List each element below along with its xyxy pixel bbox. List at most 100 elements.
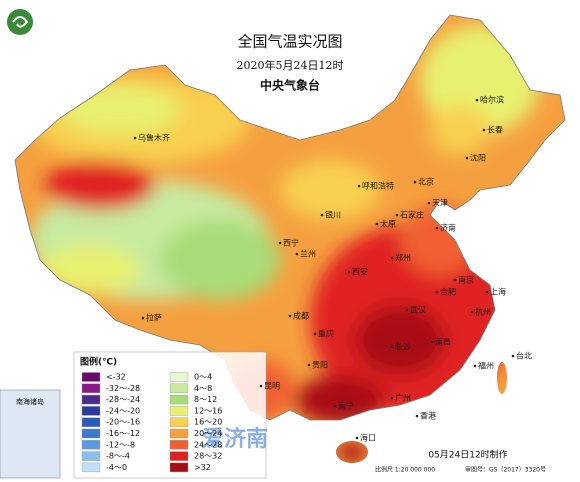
city-dot [430, 340, 434, 344]
legend-title: 图例(℃) [80, 356, 117, 368]
city-label: 北京 [418, 177, 434, 187]
issuer: 中央气象台 [260, 78, 320, 93]
city-label: 乌鲁木齐 [138, 133, 170, 143]
city-dot [435, 226, 439, 230]
city-dot [482, 128, 486, 132]
city-label: 呼和浩特 [362, 181, 394, 191]
city-label: 天津 [432, 198, 448, 208]
city-label: 西宁 [283, 238, 299, 248]
city-label: 拉萨 [146, 313, 162, 323]
city-dot [295, 252, 299, 256]
city-dot [435, 290, 439, 294]
legend-swatch [169, 372, 189, 382]
legend-swatch [81, 394, 101, 405]
legend-label: 24～28 [194, 440, 222, 449]
city-label: 海口 [360, 433, 376, 443]
city-label: 成都 [293, 311, 309, 321]
city-label: 南京 [458, 275, 474, 285]
legend-label: -32～-28 [106, 384, 140, 393]
legend-swatch [81, 440, 101, 450]
legend-swatch [81, 428, 101, 439]
city-dot [511, 354, 515, 358]
city-label: 南昌 [435, 337, 451, 347]
city-dot [475, 98, 479, 102]
time: 2020年5月24日12时 [237, 58, 344, 72]
city-dot [465, 156, 469, 160]
footer-approval: 审图号：GS（2017）3320号 [465, 466, 546, 474]
city-dot [470, 310, 474, 314]
city-label: 西安 [352, 267, 368, 277]
city-dot [307, 363, 311, 367]
logo-mark [12, 16, 29, 28]
city-label: 贵阳 [312, 360, 328, 370]
city-dot [415, 414, 419, 418]
legend-label: 0～4 [194, 373, 212, 382]
legend-label: <-32 [106, 373, 126, 382]
city-dot [259, 384, 263, 388]
city-dot [278, 241, 282, 245]
city-label: 合肥 [440, 287, 456, 297]
city-label: 长沙 [395, 342, 411, 352]
legend-label: -24～-20 [106, 406, 140, 415]
legend-swatch [169, 383, 189, 393]
legend-label: -28～-24 [106, 395, 140, 404]
legend-swatch [81, 462, 101, 473]
city-dot [390, 345, 394, 349]
city-dot [288, 314, 292, 318]
city-label: 昆明 [264, 382, 280, 391]
city-label: 银川 [325, 210, 341, 220]
inset-label: 南海诸岛 [16, 397, 44, 406]
city-dot [395, 213, 399, 217]
city-dot [473, 364, 477, 368]
legend-label: -20～-16 [106, 418, 140, 427]
footer-made: 05月24日12时制作 [428, 449, 507, 461]
city-label: 武汉 [410, 305, 426, 315]
legend-swatch [169, 406, 189, 416]
legend-label: 8～12 [194, 395, 217, 404]
title: 全国气温实况图 [237, 33, 342, 51]
city-label: 香港 [420, 411, 436, 421]
legend-label: >32 [194, 463, 211, 472]
city-dot [133, 136, 137, 140]
city-label: 福州 [478, 362, 494, 371]
legend-swatch [81, 406, 101, 416]
legend-label: 28～32 [194, 452, 222, 461]
legend-label: -16～-12 [106, 429, 140, 438]
city-label: 南宁 [338, 401, 354, 411]
city-dot [141, 316, 145, 320]
city-label: 石家庄 [400, 210, 424, 220]
legend-label: -12～-8 [106, 440, 135, 449]
legend-swatch [169, 451, 189, 461]
legend-label: 12～16 [194, 406, 222, 415]
legend-label: 4～8 [194, 384, 212, 393]
city-dot [427, 201, 431, 205]
city-label: 台北 [516, 351, 532, 361]
city-dot [453, 278, 457, 282]
city-dot [357, 184, 361, 188]
legend-label: -4～0 [106, 463, 127, 472]
legend-label: 20～24 [194, 429, 222, 438]
city-dot [320, 213, 324, 217]
logo [7, 9, 33, 35]
legend-swatch [81, 372, 101, 382]
legend-swatch [169, 440, 189, 450]
city-dot [375, 222, 379, 226]
legend-swatch [169, 417, 189, 427]
footer-scale: 比例尺 1:20 000 000 [375, 466, 435, 474]
legend-swatch [81, 451, 101, 461]
legend-swatch [169, 462, 189, 473]
city-label: 济南 [440, 223, 456, 233]
city-label: 沈阳 [470, 153, 486, 163]
legend-swatch [81, 417, 101, 427]
city-dot [405, 308, 409, 312]
legend-swatch [81, 383, 101, 393]
city-label: 重庆 [318, 329, 334, 339]
city-dot [313, 332, 317, 336]
city-dot [413, 180, 417, 184]
legend-label: -8～-4 [106, 452, 130, 461]
city-label: 长春 [487, 125, 503, 135]
city-dot [347, 270, 351, 274]
border [14, 14, 566, 421]
city-label: 哈尔滨 [480, 95, 504, 105]
